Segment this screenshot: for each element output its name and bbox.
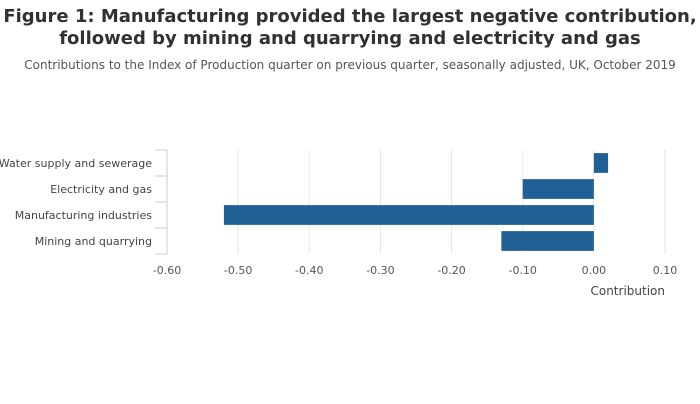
chart-title: Figure 1: Manufacturing provided the lar…	[0, 6, 700, 50]
x-tick-label-2: -0.40	[295, 264, 323, 277]
x-tick-label-3: -0.30	[366, 264, 394, 277]
bar-0	[593, 153, 609, 173]
chart-title-line-2: followed by mining and quarrying and ele…	[59, 28, 641, 49]
x-axis-title: Contribution	[590, 284, 665, 298]
x-tick-labels: -0.60 -0.50 -0.40 -0.30 -0.20 -0.10 0.00 0.10	[153, 264, 677, 277]
x-tick-label-6: 0.00	[582, 264, 607, 277]
chart-title-line-1: Figure 1: Manufacturing provided the lar…	[3, 6, 697, 27]
y-axis	[155, 149, 168, 255]
bars	[223, 153, 609, 251]
category-labels: Water supply and sewerage Electricity and…	[0, 157, 152, 248]
x-tick-label-5: -0.10	[508, 264, 536, 277]
x-tick-label-0: -0.60	[153, 264, 181, 277]
bar-1	[522, 179, 594, 199]
x-tick-label-1: -0.50	[224, 264, 252, 277]
category-label-3: Mining and quarrying	[35, 235, 152, 248]
category-label-1: Electricity and gas	[50, 183, 152, 196]
bar-2	[223, 205, 594, 225]
category-label-2: Manufacturing industries	[15, 209, 153, 222]
bar-3	[501, 231, 594, 251]
x-tick-label-7: 0.10	[653, 264, 678, 277]
chart-subtitle: Contributions to the Index of Production…	[24, 58, 676, 72]
category-label-0: Water supply and sewerage	[0, 157, 152, 170]
x-tick-label-4: -0.20	[437, 264, 465, 277]
